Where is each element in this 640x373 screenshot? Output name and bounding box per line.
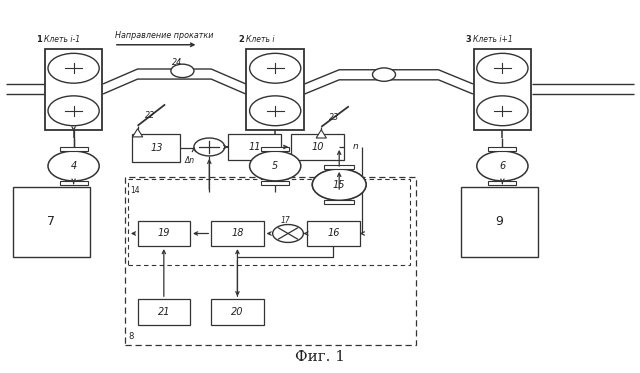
Bar [488,147,516,151]
Circle shape [477,151,528,181]
Bar [138,221,190,246]
Bar [125,177,416,345]
Text: Клеть i-1: Клеть i-1 [44,35,80,44]
Text: 10: 10 [311,142,324,152]
Bar [128,179,410,265]
Bar [261,181,289,185]
Circle shape [250,53,301,83]
Text: 9: 9 [495,216,503,228]
Text: 22: 22 [145,112,156,120]
Text: 16: 16 [327,229,340,238]
Text: 17: 17 [280,216,291,225]
Text: 11: 11 [248,142,261,152]
Bar [13,186,90,257]
Bar [60,147,88,151]
Bar [211,299,264,325]
Text: 1: 1 [36,35,42,44]
Bar [324,165,354,169]
Text: Δn: Δn [185,156,195,165]
Text: 21: 21 [157,307,170,317]
Bar [138,299,190,325]
Circle shape [273,225,303,242]
Text: 8: 8 [129,332,134,341]
Bar [132,134,180,162]
Circle shape [312,169,366,200]
Text: Клеть i+1: Клеть i+1 [473,35,513,44]
Bar [246,50,304,130]
Text: 5: 5 [272,161,278,171]
Text: 23: 23 [329,113,339,122]
Polygon shape [132,129,143,137]
Circle shape [48,53,99,83]
Circle shape [372,68,396,81]
Text: 13: 13 [150,143,163,153]
Polygon shape [316,130,326,138]
Text: 24: 24 [172,58,182,67]
Circle shape [477,53,528,83]
Bar [45,50,102,130]
Circle shape [477,96,528,126]
Circle shape [48,151,99,181]
Bar [488,181,516,185]
Circle shape [171,64,194,78]
Circle shape [250,96,301,126]
Circle shape [194,138,225,156]
Text: Направление прокатки: Направление прокатки [115,31,214,40]
Text: 7: 7 [47,216,55,228]
Text: 18: 18 [231,229,244,238]
Bar [211,221,264,246]
Text: 2: 2 [238,35,244,44]
Text: 15: 15 [333,180,346,189]
Circle shape [48,96,99,126]
Bar [474,50,531,130]
Text: 14: 14 [131,186,140,195]
Circle shape [312,169,366,200]
Bar [60,181,88,185]
Text: 19: 19 [157,229,170,238]
Text: n: n [353,142,358,151]
Bar [228,134,281,160]
Circle shape [250,151,301,181]
Text: Клеть i: Клеть i [246,35,275,44]
Text: Фиг. 1: Фиг. 1 [295,350,345,364]
Bar [324,200,354,204]
Text: 3: 3 [465,35,471,44]
Text: 20: 20 [231,307,244,317]
Text: 4: 4 [70,161,77,171]
Text: 6: 6 [499,161,506,171]
Bar [261,147,289,151]
Bar [307,221,360,246]
Bar [291,134,344,160]
Bar [461,186,538,257]
